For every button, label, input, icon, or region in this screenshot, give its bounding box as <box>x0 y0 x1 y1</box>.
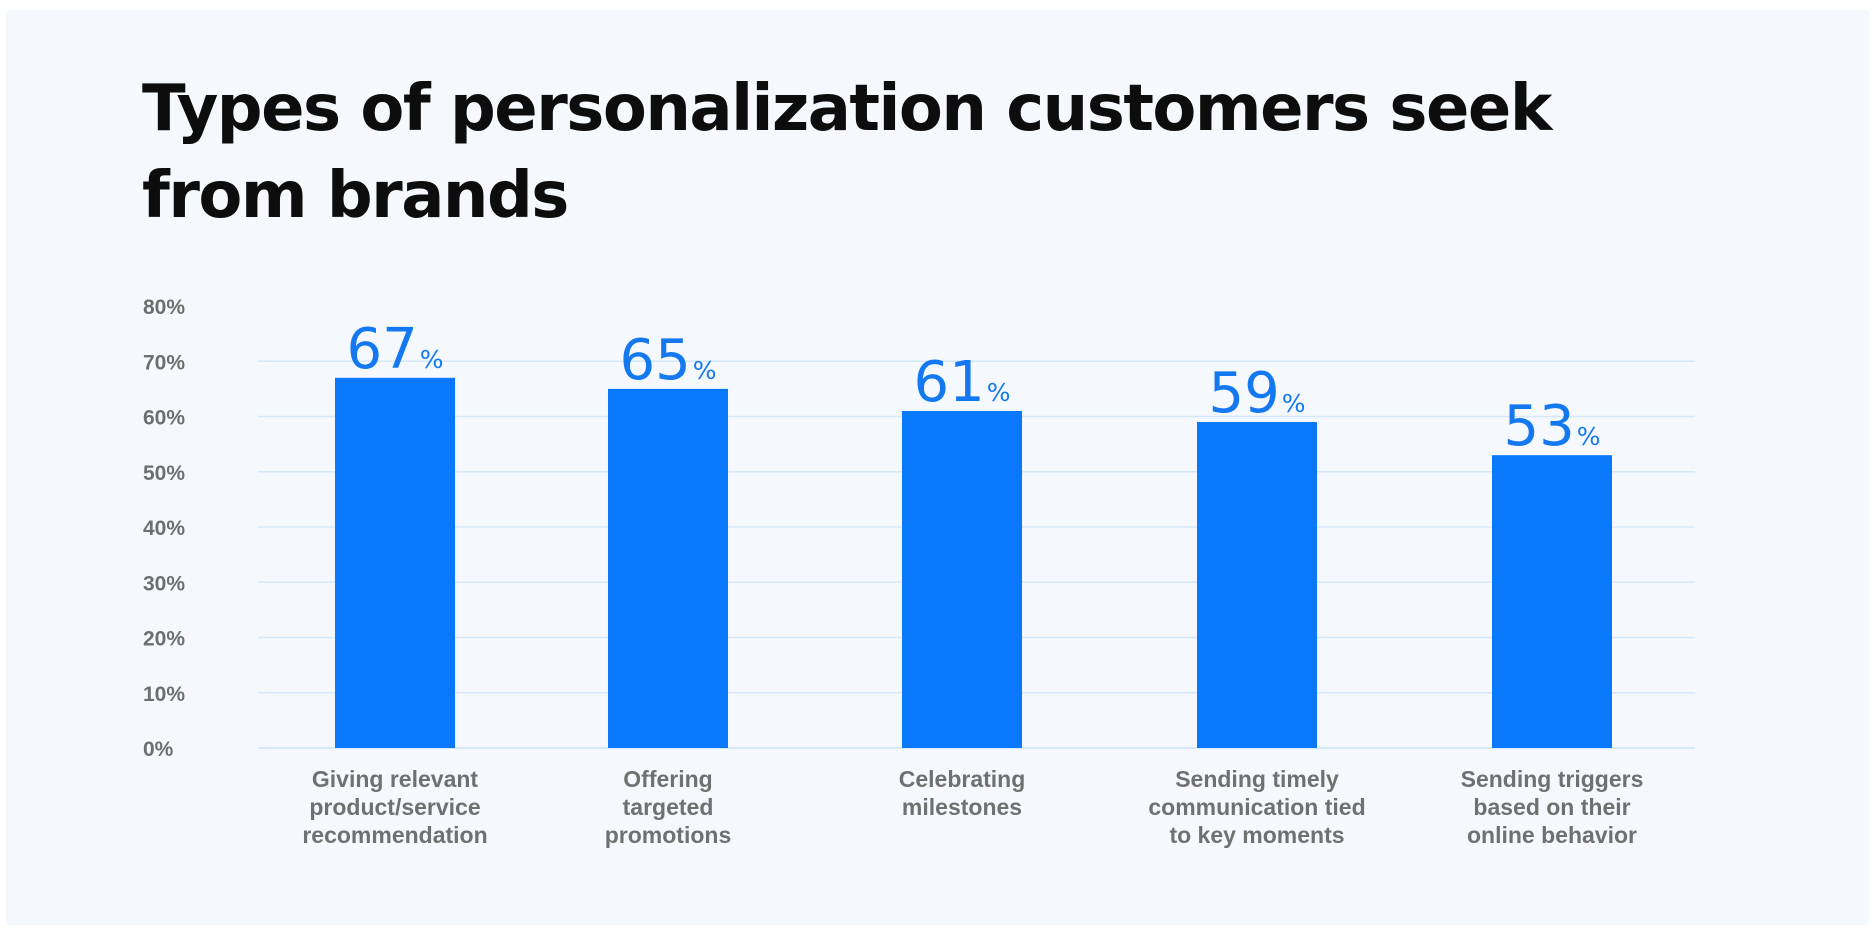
bar-value-label: 67% <box>346 317 443 382</box>
value-labels: 67% 65% 61% 59% 53% <box>346 317 1600 459</box>
y-tick-label: 30% <box>143 572 185 595</box>
y-tick-label: 80% <box>143 296 185 319</box>
bars <box>335 377 1612 748</box>
category-label: Offering targeted promotions <box>605 766 732 848</box>
bar-value-label: 53% <box>1503 394 1600 459</box>
y-tick-label: 40% <box>143 517 185 540</box>
bar-value-label: 61% <box>913 350 1010 415</box>
bar-value-label: 59% <box>1208 361 1305 426</box>
category-label: Sending timely communication tied to key m… <box>1148 766 1365 848</box>
category-label: Celebrating milestones <box>899 766 1026 820</box>
bar <box>902 410 1022 748</box>
y-tick-label: 0% <box>143 738 174 761</box>
bar <box>1492 455 1612 748</box>
bar-value-label: 65% <box>619 328 716 393</box>
y-tick-label: 10% <box>143 683 185 706</box>
y-axis: 0% 10% 20% 30% 40% 50% 60% 70% 80% <box>143 296 185 761</box>
bar <box>335 377 455 748</box>
category-label: Giving relevant product/service recommenda… <box>302 766 487 848</box>
y-tick-label: 50% <box>143 462 185 485</box>
y-tick-label: 70% <box>143 351 185 374</box>
x-axis-labels: Giving relevant product/service recommenda… <box>302 766 1643 848</box>
chart-title-line-2: from brands <box>142 159 569 233</box>
y-tick-label: 20% <box>143 628 185 651</box>
y-tick-label: 60% <box>143 407 185 430</box>
chart-title: Types of personalization customers seek … <box>142 66 1742 240</box>
category-label: Sending triggers based on their online beh… <box>1461 766 1644 848</box>
chart-title-line-1: Types of personalization customers seek <box>142 72 1552 146</box>
bar <box>1197 422 1317 748</box>
bar <box>608 388 728 748</box>
